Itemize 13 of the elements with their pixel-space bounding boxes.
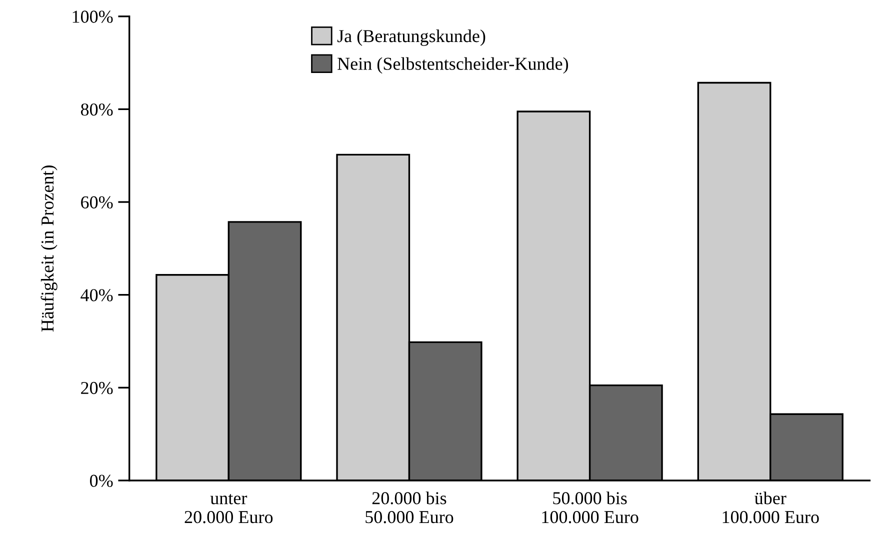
x-tick-label: 50.000 bis 100.000 Euro bbox=[542, 492, 638, 524]
x-tick-label: 20.000 bis 50.000 Euro bbox=[366, 492, 454, 524]
legend-label: Nein (Selbstentscheider-Kunde) bbox=[338, 57, 568, 74]
y-tick-label: 20% bbox=[81, 382, 113, 394]
y-tick-label: 60% bbox=[81, 196, 113, 209]
legend-label: Ja (Beratungskunde) bbox=[337, 29, 486, 46]
y-tick-label: 100% bbox=[72, 10, 113, 23]
y-tick-label: 80% bbox=[80, 103, 113, 116]
x-tick-label: über 100.000 Euro bbox=[722, 492, 819, 524]
y-tick-label: 0% bbox=[90, 474, 113, 487]
y-axis-title: Häufigkeit (in Prozent) bbox=[40, 165, 58, 332]
x-tick-label: unter 20.000 Euro bbox=[184, 494, 273, 524]
y-tick-label: 40% bbox=[80, 289, 113, 302]
